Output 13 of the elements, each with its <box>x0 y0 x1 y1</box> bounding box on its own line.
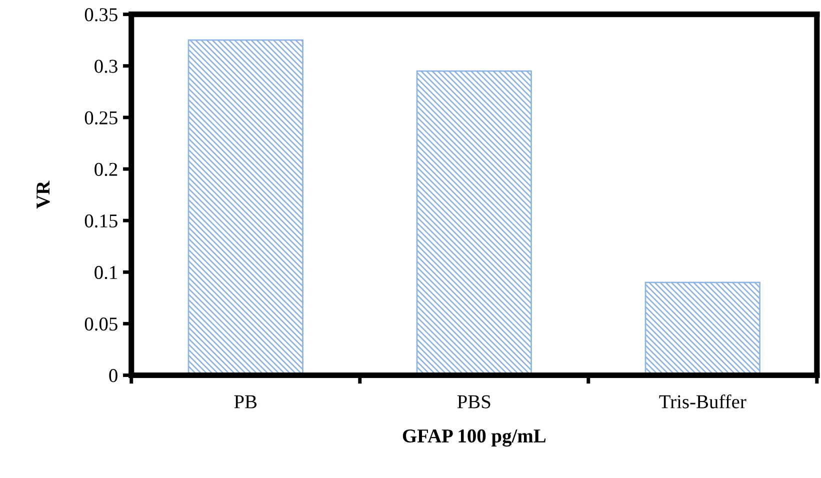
y-tick-label: 0.1 <box>94 266 117 280</box>
x-tick-label: PBS <box>457 395 490 408</box>
x-tick-label: PB <box>234 395 257 408</box>
y-tick-label: 0.35 <box>84 8 118 22</box>
y-tick-label: 0.25 <box>84 111 118 124</box>
y-tick-label: 0.15 <box>84 214 118 228</box>
y-tick-label: 0.3 <box>94 60 118 73</box>
y-tick-label: 0.2 <box>94 162 118 176</box>
y-tick-label: 0.05 <box>84 317 118 331</box>
x-axis-title: GFAP 100 pg/mL <box>402 429 546 447</box>
y-axis-title: VR <box>36 180 50 209</box>
x-tick-label: Tris-Buffer <box>659 394 746 408</box>
y-tick-label: 0 <box>109 369 118 382</box>
